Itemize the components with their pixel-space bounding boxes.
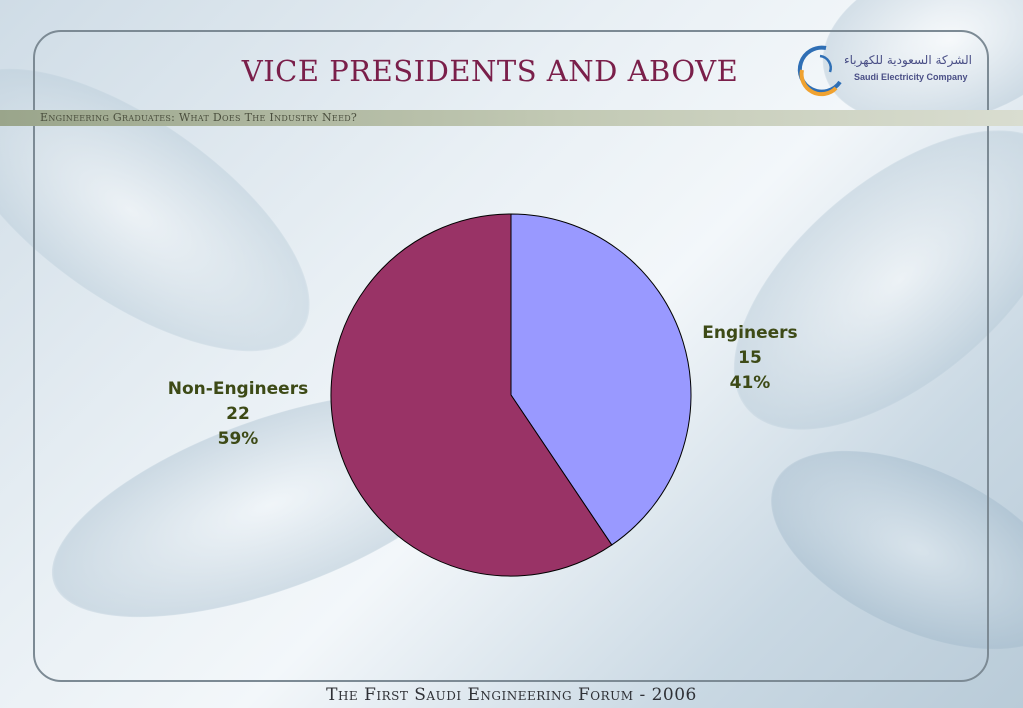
label-engineers-name: Engineers bbox=[702, 323, 798, 343]
logo-english-text: Saudi Electricity Company bbox=[854, 72, 968, 82]
pie-slice-engineers bbox=[510, 213, 692, 546]
pie-slice-non-engineers bbox=[330, 213, 613, 577]
data-label-engineers: Engineers 15 41% bbox=[690, 321, 810, 396]
slide-frame bbox=[33, 30, 989, 682]
slide-subtitle: Engineering Graduates: What Does The Ind… bbox=[40, 111, 358, 124]
label-non-engineers-value: 22 bbox=[226, 404, 250, 424]
logo-arabic-text: الشركة السعودية للكهرباء bbox=[844, 53, 972, 67]
label-engineers-percent: 41% bbox=[729, 373, 771, 393]
data-label-non-engineers: Non-Engineers 22 59% bbox=[148, 377, 328, 452]
label-non-engineers-name: Non-Engineers bbox=[167, 379, 309, 399]
slide-footer: The First Saudi Engineering Forum - 2006 bbox=[326, 685, 697, 705]
subtitle-band bbox=[0, 110, 1023, 126]
label-engineers-value: 15 bbox=[738, 348, 762, 368]
label-non-engineers-percent: 59% bbox=[217, 429, 259, 449]
logo-swirl-icon bbox=[797, 45, 842, 97]
slide-title: VICE PRESIDENTS AND ABOVE bbox=[241, 54, 739, 88]
company-logo: الشركة السعودية للكهرباء Saudi Electrici… bbox=[796, 42, 986, 98]
